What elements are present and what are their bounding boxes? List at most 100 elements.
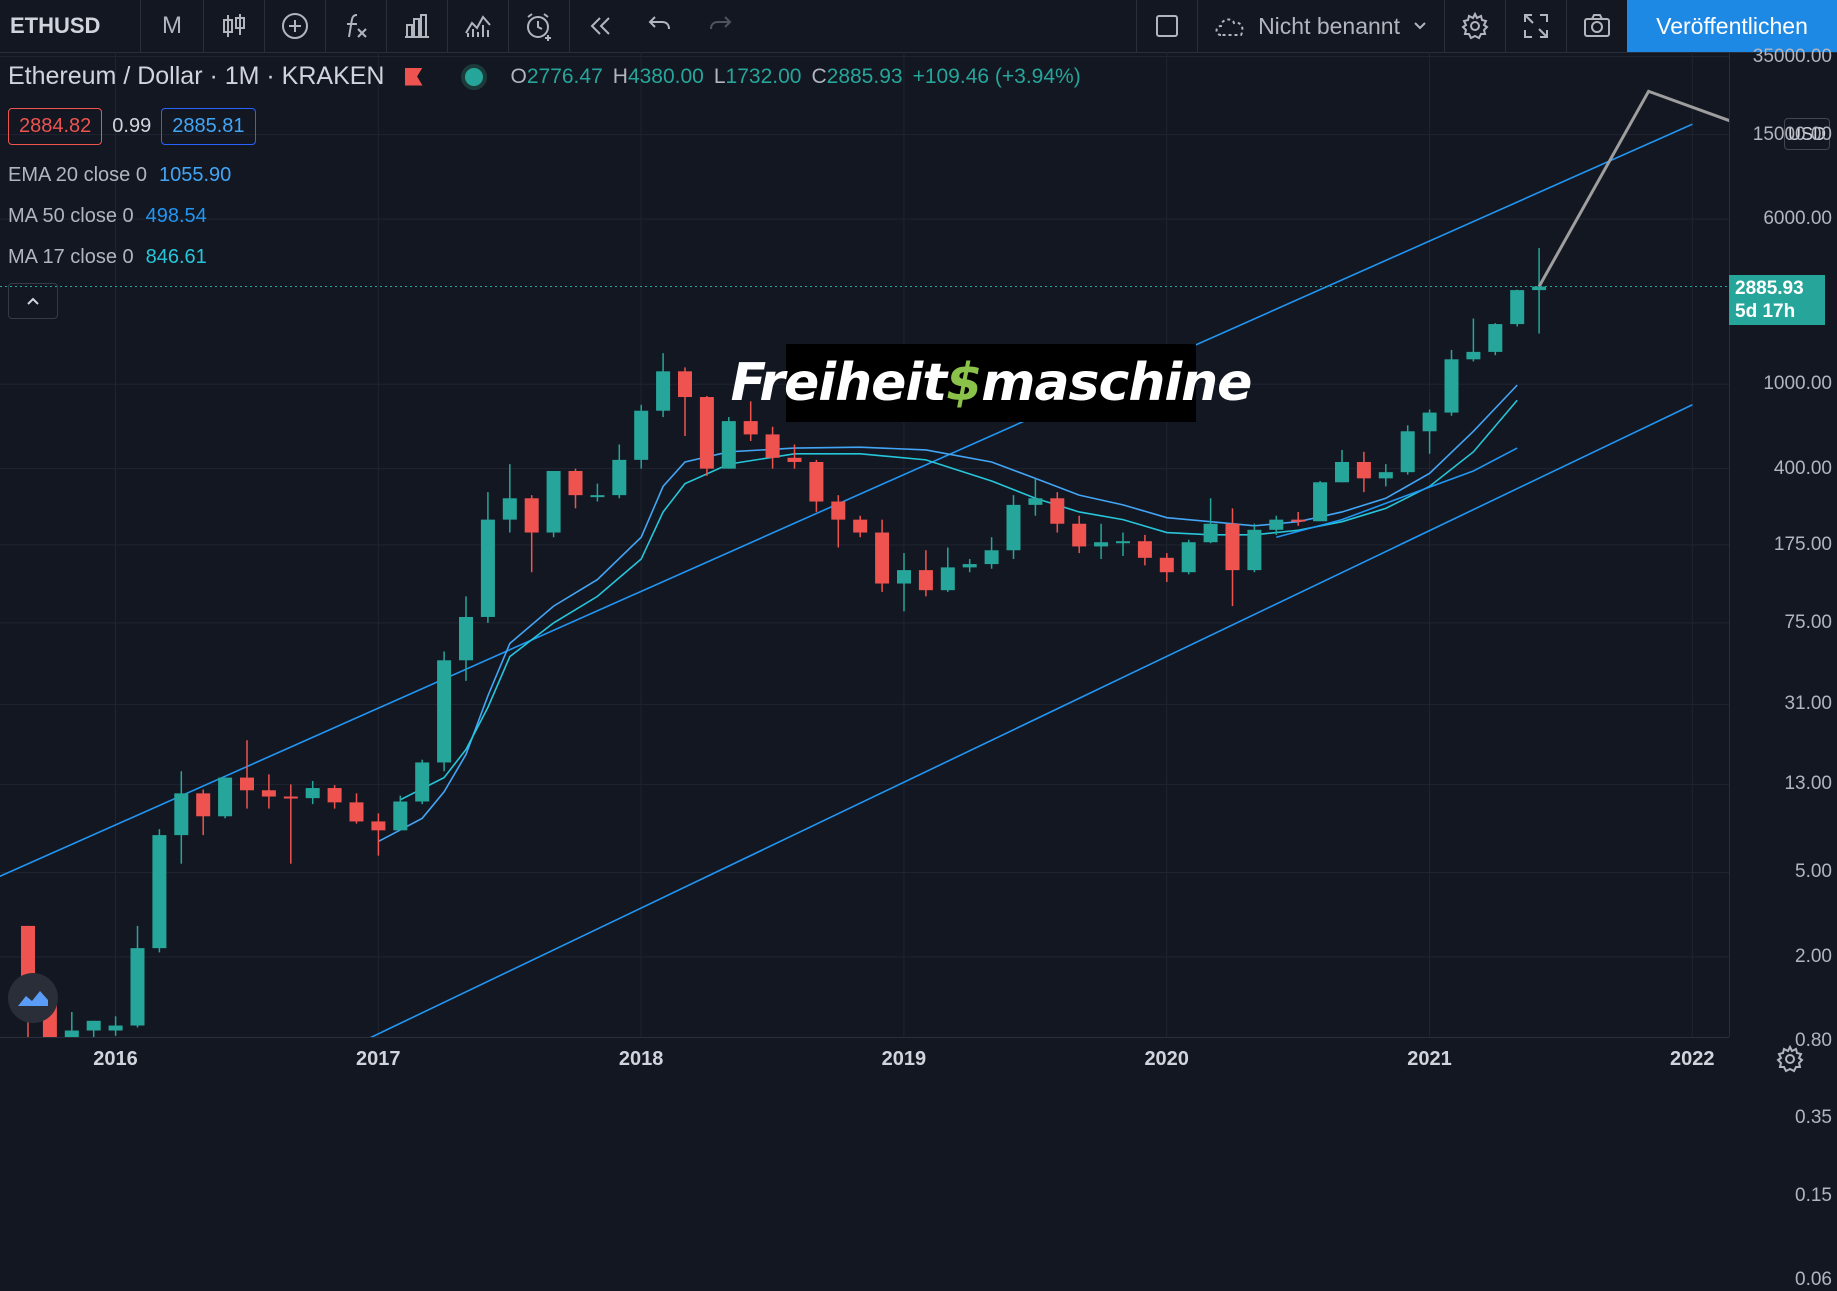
undo-button[interactable] [630,0,690,52]
high-value: 4380.00 [627,64,704,88]
indicator-ma17[interactable]: MA 17 close 0 846.61 [8,246,207,269]
indicators-button[interactable] [326,0,386,52]
candle-body [174,793,189,836]
candle-body [590,495,605,498]
layout-menu[interactable]: Nicht benannt [1198,0,1444,52]
candle-body [1050,498,1065,524]
compare-button[interactable] [265,0,325,52]
market-status-icon[interactable] [460,63,487,90]
candle-body [875,532,890,584]
time-tick-label: 2018 [618,1048,664,1070]
candle-body [634,410,649,460]
price-axis[interactable]: USD 200000.0080000.0035000.0015000.00600… [1729,46,1837,1290]
candle-body [1225,523,1240,571]
time-tick-label: 2019 [881,1048,927,1070]
candle-body [371,821,386,831]
time-axis[interactable]: 2016 2017 2018 2019 2020 2021 2022 [0,1037,1729,1081]
price-tick-label: 175.00 [1773,533,1832,555]
candle-body [1356,461,1371,479]
candle-body [1400,431,1415,473]
channel-line [369,404,1693,1037]
alert-button[interactable] [509,0,569,52]
camera-icon [1584,14,1610,37]
toolbar-divider [325,0,326,52]
alarm-clock-icon [527,13,551,41]
candle-body [1532,286,1547,291]
undo-icon [648,16,670,30]
line-chart-icon [465,15,491,37]
collapse-legend-button[interactable] [8,283,58,319]
tradingview-logo-icon [18,991,48,1006]
candle-body [1269,519,1284,530]
candle-body [1137,541,1152,558]
indicator-ema20[interactable]: EMA 20 close 0 1055.90 [8,164,231,187]
plus-circle-icon [282,13,308,39]
price-tick-label: 5.00 [1795,861,1832,883]
publish-button[interactable]: Veröffentlichen [1627,0,1837,52]
gear-icon [1776,1044,1804,1073]
templates-button[interactable] [448,0,508,52]
candles [21,248,1547,1037]
bar-chart-icon [405,14,429,38]
candle-body [743,421,758,435]
legend-title[interactable]: Ethereum / Dollar · 1M · KRAKEN [8,62,385,90]
candle-body [1006,504,1021,551]
channel-lines [0,123,1693,1037]
candle-body [853,519,868,533]
candle-body [480,519,495,617]
symbol-search[interactable]: ETHUSD [10,13,101,38]
fullscreen-selection-button[interactable] [1137,0,1197,52]
fullscreen-button[interactable] [1506,0,1566,52]
candle-body [240,777,254,791]
interval-button[interactable]: M [162,12,182,39]
candle-body [218,777,233,817]
redo-button[interactable] [690,0,750,52]
toolbar-divider [508,0,509,52]
price-tick-label: 35000.00 [1752,45,1832,67]
moving-averages [378,384,1518,843]
buy-button[interactable]: 2885.81 [161,108,256,145]
replay-button[interactable] [570,0,630,52]
close-value: 2885.93 [826,64,903,88]
candle-body [1247,529,1262,571]
time-tick-label: 2016 [93,1048,138,1070]
price-tick-label: 2.00 [1795,945,1832,967]
toolbar-divider [264,0,265,52]
candle-body [962,564,977,568]
financials-button[interactable] [387,0,447,52]
candle-body [546,470,561,533]
candle-body [1181,542,1196,573]
ohlc-values: O2776.47 H4380.00 L1732.00 C2885.93 +109… [510,64,1081,88]
layout-name: Nicht benannt [1258,12,1400,39]
tradingview-logo[interactable] [8,973,58,1023]
rewind-icon [590,17,610,35]
indicator-value: 498.54 [145,205,207,227]
currency-button[interactable]: USD [1784,118,1830,150]
time-tick-label: 2017 [356,1048,401,1070]
candle-body [1466,351,1481,360]
candle-style-button[interactable] [204,0,264,52]
candle-body [568,470,583,496]
candle-body [196,793,211,817]
candle-body [1313,482,1328,522]
price-chart[interactable] [0,52,1729,1037]
toolbar-divider [386,0,387,52]
indicator-ma50[interactable]: MA 50 close 0 498.54 [8,205,207,228]
snapshot-button[interactable] [1567,0,1627,52]
candle-body [459,616,473,661]
price-tick-label: 0.15 [1795,1184,1832,1206]
candle-body [327,788,342,803]
settings-button[interactable] [1445,0,1505,52]
flag-icon[interactable] [404,67,423,86]
candle-body [809,461,824,502]
candle-body [897,570,911,584]
candle-body [152,835,167,949]
candle-body [1335,461,1349,483]
sell-button[interactable]: 2884.82 [8,108,103,145]
axis-settings-button[interactable] [1775,1044,1805,1074]
candle-body [1203,523,1218,543]
candle-body [721,421,736,469]
price-tick-label: 13.00 [1784,773,1832,795]
candle-body [108,1025,123,1031]
candle-body [1378,472,1393,479]
